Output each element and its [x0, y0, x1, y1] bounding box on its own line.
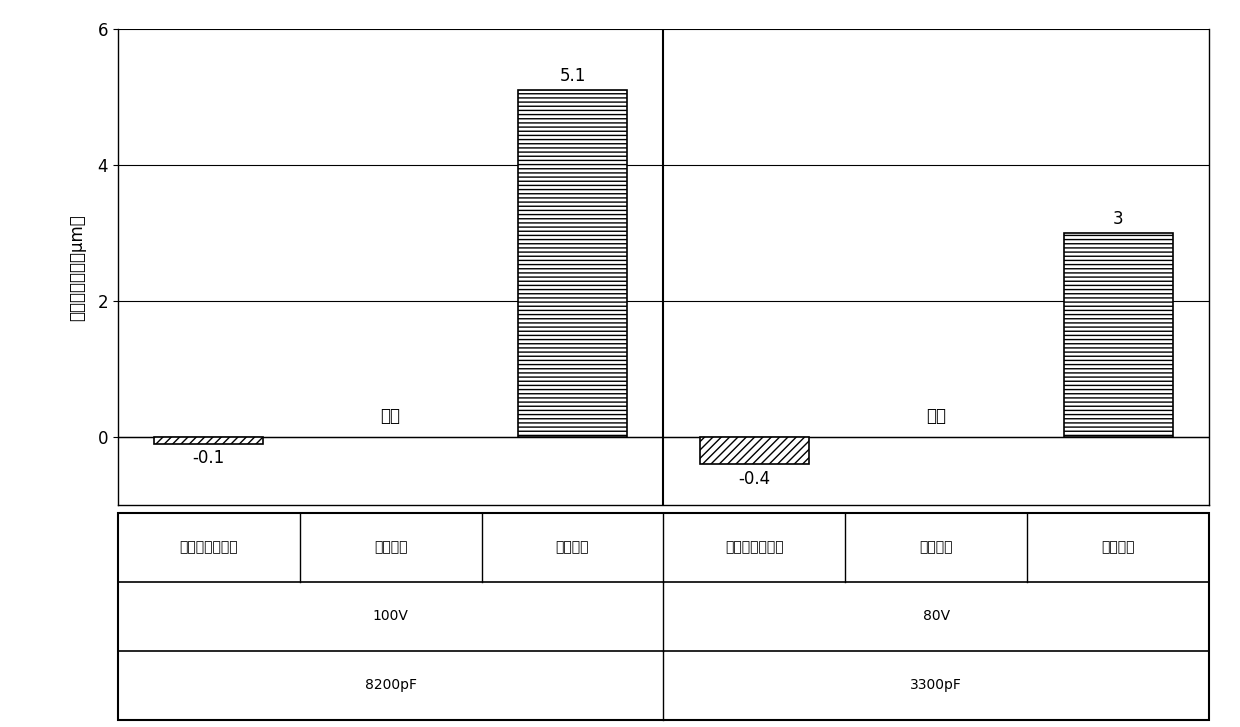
Text: 氮气射流: 氮气射流 [373, 540, 408, 554]
Text: 失败: 失败 [926, 407, 946, 425]
Bar [518, 90, 627, 437]
Text: 去离子水: 去离子水 [556, 540, 589, 554]
Text: -0.1: -0.1 [192, 449, 224, 467]
Text: -0.4: -0.4 [738, 470, 770, 488]
Text: 失败: 失败 [381, 407, 401, 425]
Text: 100V: 100V [373, 609, 408, 623]
Text: 5.1: 5.1 [559, 67, 585, 85]
Text: 冷等离子体射流: 冷等离子体射流 [180, 540, 238, 554]
Text: 80V: 80V [923, 609, 950, 623]
Text: 去离子水: 去离子水 [1101, 540, 1135, 554]
Text: 3300pF: 3300pF [910, 678, 962, 692]
Text: 3: 3 [1112, 209, 1123, 228]
Y-axis label: 电极损耗长度（μm）: 电极损耗长度（μm） [68, 214, 87, 321]
Text: 8200pF: 8200pF [365, 678, 417, 692]
Text: 冷等离子体射流: 冷等离子体射流 [725, 540, 784, 554]
Bar [154, 437, 263, 444]
Text: 氮气射流: 氮气射流 [919, 540, 954, 554]
Bar [699, 437, 808, 465]
Bar [1064, 233, 1173, 437]
